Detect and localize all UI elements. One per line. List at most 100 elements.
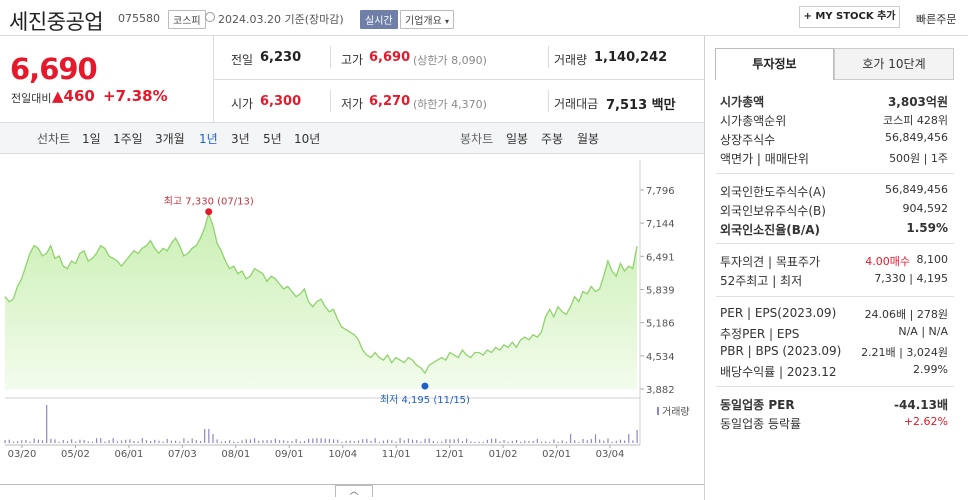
company-info-dropdown[interactable]: 기업개요 ▾ <box>400 10 455 29</box>
volume-bar <box>495 438 497 443</box>
volume-bar <box>524 440 526 443</box>
price-chart: 최고 7,330 (07/13) 최저 4,195 (11/15) 거래량 7,… <box>4 160 690 460</box>
volume-bar <box>603 440 605 443</box>
info-label: 외국인소진율(B/A) <box>720 223 821 237</box>
y-tick-label: 5,186 <box>646 319 675 330</box>
volume-bar <box>561 440 563 443</box>
volume-bar <box>29 441 31 443</box>
prev-close-value: 6,230 <box>260 50 302 65</box>
y-axis-ticks: 7,796 7,144 6,491 5,839 5,186 4,534 3,882 <box>646 186 675 396</box>
volume-bar <box>624 440 626 443</box>
volume-bar <box>499 441 501 443</box>
volume-bar <box>416 440 418 443</box>
tab-investment-info[interactable]: 투자정보 <box>715 48 834 80</box>
volume-label: 거래량 <box>554 53 588 67</box>
tab-1w[interactable]: 1주일 <box>113 132 143 146</box>
volume-bar <box>87 441 89 443</box>
volume-bar <box>249 439 252 443</box>
tab-5y[interactable]: 5년 <box>263 132 282 146</box>
add-mystock-button[interactable]: + MY STOCK 추가 <box>799 6 900 28</box>
info-label: 배당수익률 | 2023.12 <box>720 365 837 379</box>
volume-bar <box>174 440 177 443</box>
tab-1y[interactable]: 1년 <box>199 132 218 146</box>
volume-bar <box>569 434 572 443</box>
volume-bar <box>407 438 410 443</box>
volume-bar <box>399 438 401 443</box>
volume-bar <box>66 441 69 443</box>
volume-bar <box>191 438 193 443</box>
volume-bar <box>474 441 476 443</box>
tab-3y[interactable]: 3년 <box>231 132 250 146</box>
volume-legend: 거래량 <box>662 406 690 418</box>
volume-bar <box>632 440 634 443</box>
volume-bar <box>4 440 6 443</box>
tab-monthly[interactable]: 월봉 <box>577 132 600 146</box>
tab-weekly[interactable]: 주봉 <box>541 132 564 146</box>
price-line <box>4 211 638 375</box>
volume-bar <box>224 441 227 443</box>
volume-bar <box>274 438 276 443</box>
upper-limit: (상한가 8,090) <box>413 54 487 67</box>
volume-bar <box>316 438 318 443</box>
price-area <box>5 213 637 389</box>
volume-bar <box>150 441 152 443</box>
volume-bar <box>503 440 505 443</box>
volume-bar <box>162 441 164 443</box>
volume-bar <box>195 440 197 443</box>
volume-bar <box>154 439 156 443</box>
x-axis-ticks: 03/20 05/02 06/01 07/03 08/01 09/01 10/04 11/01… <box>8 445 624 460</box>
volume-bar <box>237 441 239 443</box>
tab-10y[interactable]: 10년 <box>294 132 321 146</box>
volume-bar <box>187 441 189 443</box>
volume-bar <box>95 438 98 443</box>
volume-bar <box>133 440 135 443</box>
live-button[interactable]: 실시간 <box>360 10 398 29</box>
volume-bar <box>216 439 218 443</box>
tab-1d[interactable]: 1일 <box>82 132 101 146</box>
volume-bar <box>245 439 247 443</box>
info-value: N/A | N/A <box>898 325 948 338</box>
volume-bar <box>445 439 447 443</box>
high-annotation: 최고 7,330 (07/13) <box>164 196 254 208</box>
volume-bar <box>266 440 268 443</box>
tab-daily[interactable]: 일봉 <box>506 132 529 146</box>
quick-order-button[interactable]: 빠른주문 <box>916 13 957 26</box>
tab-3m[interactable]: 3개월 <box>155 132 185 146</box>
info-row: 외국인소진율(B/A) 1.59% <box>720 221 948 239</box>
x-tick-label: 07/03 <box>168 449 197 460</box>
collapse-chart-button[interactable]: ︿ <box>335 485 373 497</box>
volume-bar <box>278 440 281 443</box>
x-tick-label: 11/01 <box>382 449 411 460</box>
volume-bar <box>50 438 52 443</box>
info-label: PER | EPS(2023.09) <box>720 306 837 320</box>
chart-range-bar <box>0 122 704 154</box>
info-value: 56,849,456 <box>885 131 948 144</box>
volume-bar <box>137 441 139 443</box>
info-row: PBR | BPS (2023.09) 2.21배 | 3,024원 <box>720 344 948 362</box>
volume-bar <box>33 438 35 443</box>
stock-code: 075580 <box>118 12 160 25</box>
volume-bar <box>594 434 597 443</box>
volume-bar <box>37 439 39 443</box>
volume-bar <box>287 440 289 443</box>
info-label: 동일업종 PER <box>720 398 795 412</box>
y-tick-label: 5,839 <box>646 286 675 297</box>
x-tick-label: 05/02 <box>61 449 90 460</box>
opinion-value: 4.00매수 <box>865 255 910 268</box>
trade-amount-value: 7,513 백만 <box>606 94 676 113</box>
volume-bar <box>8 439 10 443</box>
volume-bar <box>582 438 584 443</box>
panel-divider <box>704 36 705 500</box>
high-value: 6,690 <box>369 50 411 65</box>
volume-bar <box>357 440 360 443</box>
volume-bar <box>179 441 181 443</box>
volume-bar <box>370 440 372 443</box>
volume-bar <box>540 441 543 443</box>
info-label: 시가총액순위 <box>720 114 787 128</box>
tab-quote-10[interactable]: 호가 10단계 <box>834 48 954 80</box>
chart-bottom-line <box>0 484 704 485</box>
volume-bar <box>120 440 123 443</box>
volume-bar <box>212 434 214 443</box>
prev-close-label: 전일 <box>231 53 254 67</box>
chevron-down-icon: ▾ <box>445 17 450 26</box>
